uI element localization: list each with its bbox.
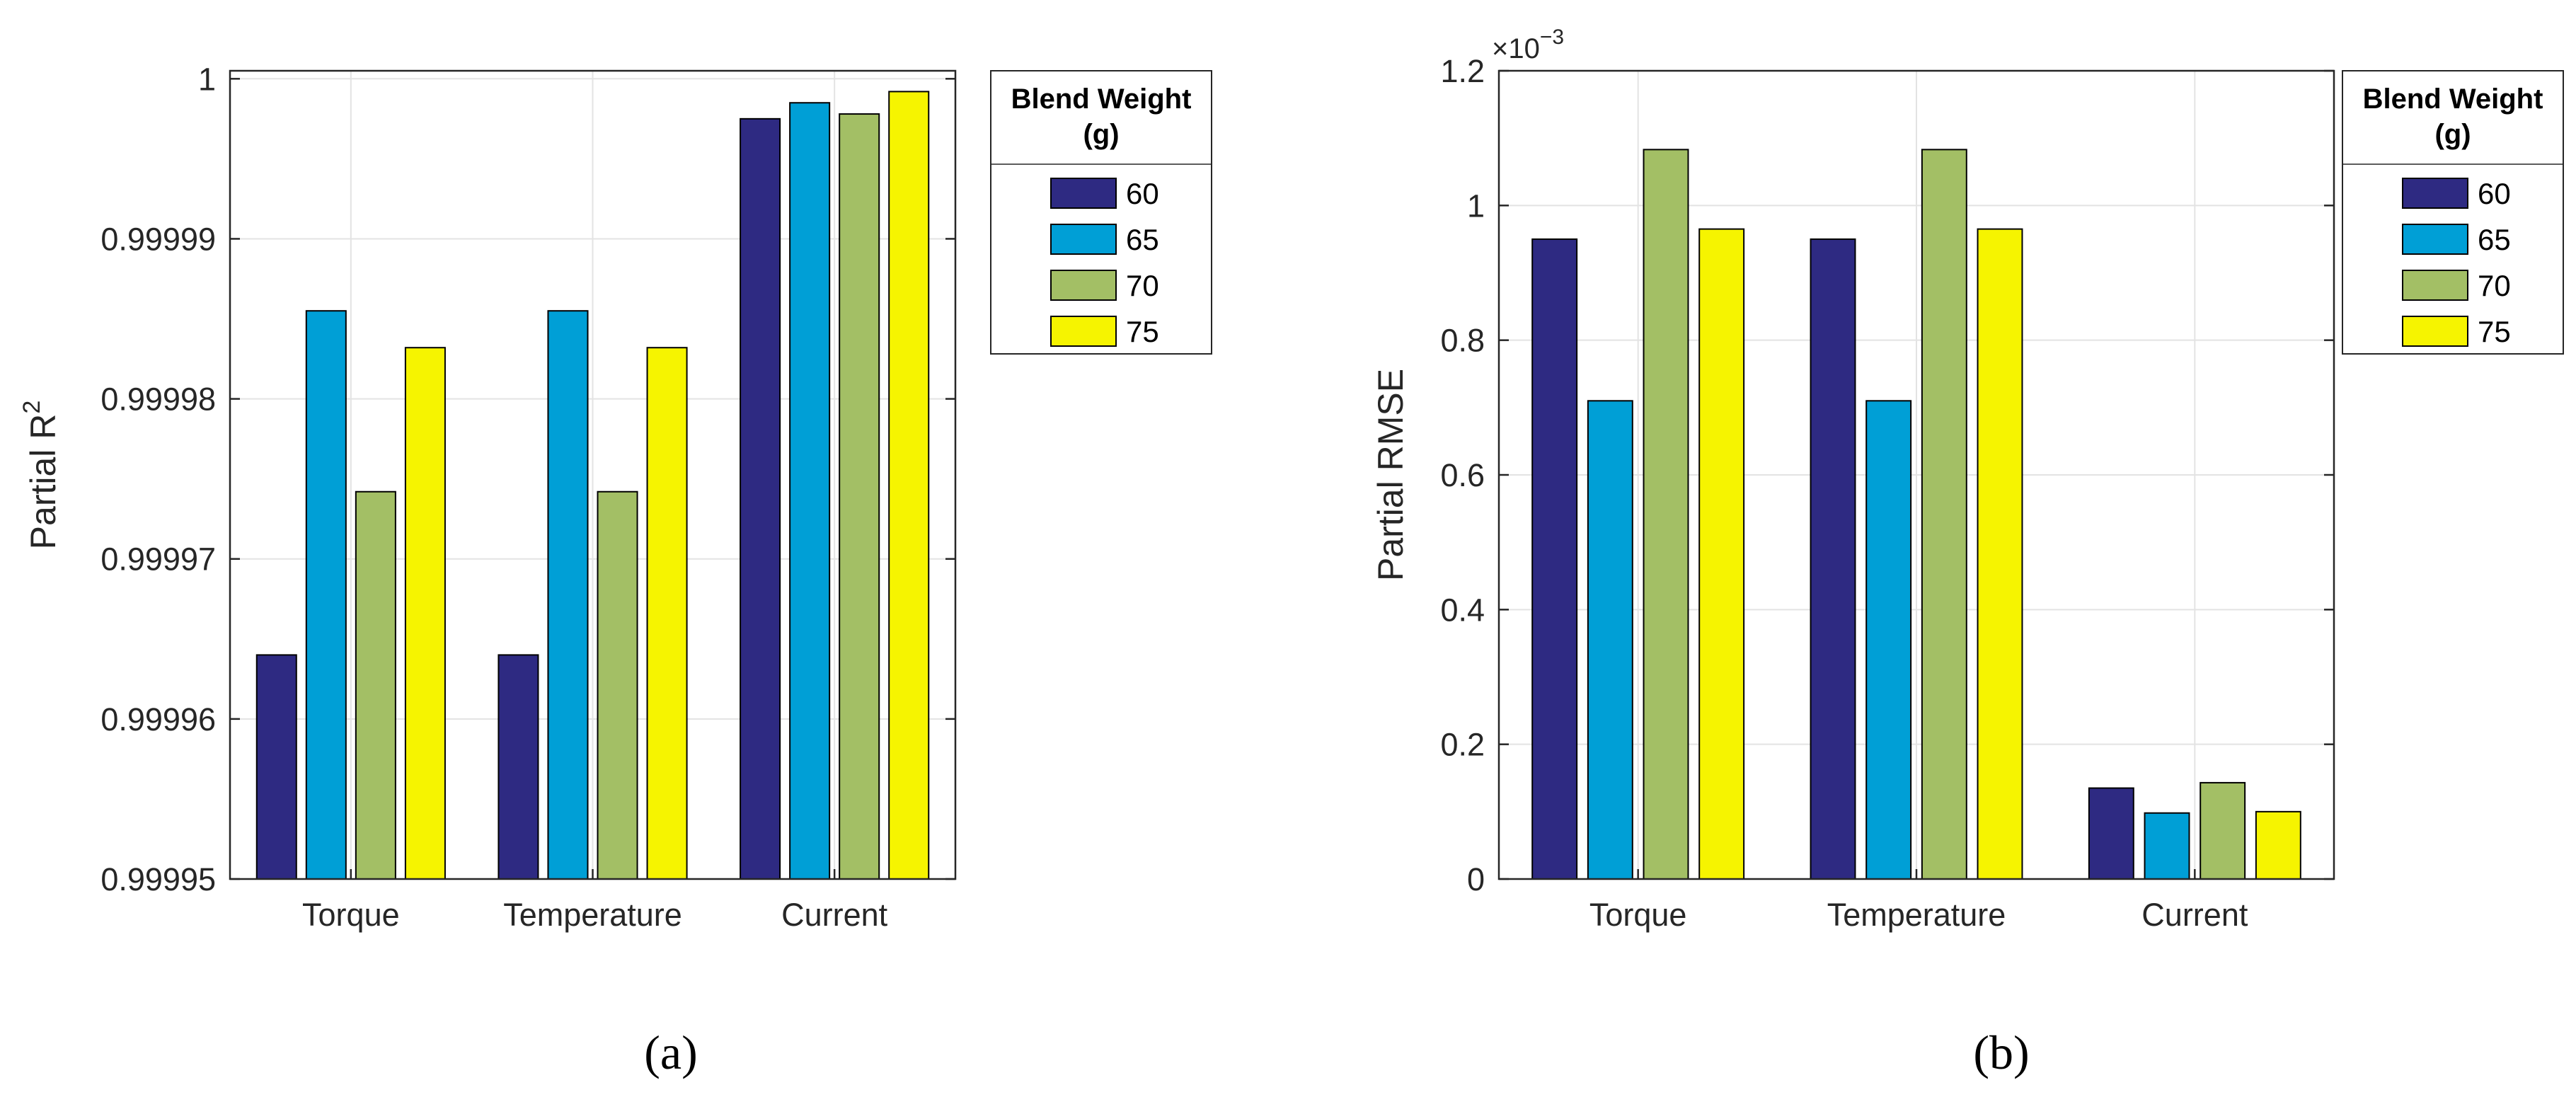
chart-b-y-exponent-power: −3 xyxy=(1540,25,1564,49)
chart-a-legend-swatch-75 xyxy=(1050,316,1117,347)
chart-a-y-tick-label: 0.99998 xyxy=(100,381,216,418)
chart-b-legend: Blend Weight (g) 60 65 70 75 xyxy=(2342,70,2564,355)
chart-b-y-tick-label: 0.2 xyxy=(1440,727,1485,763)
chart-a-legend-swatch-70 xyxy=(1050,270,1117,301)
chart-a-x-ticks: Torque Temperature Current xyxy=(302,869,888,933)
chart-b-legend-title-line1: Blend Weight xyxy=(2363,84,2543,115)
chart-b-bar-temperature-70 xyxy=(1921,149,1967,880)
chart-a-bar-temperature-65 xyxy=(547,310,589,880)
chart-b-legend-label-70: 70 xyxy=(2478,269,2511,302)
chart-b-y-exponent-label: ×10−3 xyxy=(1492,25,1564,64)
chart-a-panel-label: (a) xyxy=(644,1026,697,1079)
chart-a-bar-torque-75 xyxy=(404,347,446,880)
chart-b-legend-swatch-75 xyxy=(2402,316,2468,347)
chart-a-legend-box xyxy=(990,70,1212,355)
chart-a-y-axis-label-superscript: 2 xyxy=(18,401,45,414)
chart-a-legend-label-60: 60 xyxy=(1126,177,1159,210)
chart-a-legend-swatch-65 xyxy=(1050,224,1117,255)
chart-a-bar-temperature-60 xyxy=(498,654,539,880)
chart-a-y-tick-label: 1 xyxy=(198,61,216,97)
chart-b-y-exponent-base: ×10 xyxy=(1492,33,1540,64)
chart-b-bar-current-60 xyxy=(2088,787,2134,880)
chart-b-bar-temperature-75 xyxy=(1977,228,2023,880)
chart-b-x-tick-label: Temperature xyxy=(1827,897,2006,933)
chart-a-legend-label-70: 70 xyxy=(1126,269,1159,302)
chart-b-bar-temperature-60 xyxy=(1810,238,1856,880)
chart-a-legend-title-line1: Blend Weight xyxy=(1011,84,1192,115)
chart-a-gridlines xyxy=(230,71,955,880)
chart-a-bar-torque-60 xyxy=(255,654,297,880)
chart-b-bar-temperature-65 xyxy=(1865,400,1912,880)
chart-a-legend-label-75: 75 xyxy=(1126,315,1159,348)
chart-b-legend-label-65: 65 xyxy=(2478,223,2511,256)
chart-b-y-axis-label: Partial RMSE xyxy=(1371,369,1410,581)
chart-b-legend-swatch-60 xyxy=(2402,178,2468,209)
chart-a-y-axis-label: Partial R2 xyxy=(18,401,63,550)
chart-b-bar-torque-75 xyxy=(1698,228,1745,880)
chart-a-legend-title-line2: (g) xyxy=(1083,119,1119,150)
chart-b-y-tick-label: 1 xyxy=(1467,188,1485,224)
chart-b-legend-title-line2: (g) xyxy=(2434,119,2471,150)
chart-a-y-tick-label: 0.99996 xyxy=(100,701,216,737)
chart-a-bar-temperature-75 xyxy=(646,347,688,880)
chart-b-x-tick-label: Current xyxy=(2141,897,2248,933)
chart-a-y-tick-label: 0.99999 xyxy=(100,221,216,257)
chart-b-legend-box xyxy=(2342,70,2564,355)
chart-b-bar-torque-65 xyxy=(1587,400,1633,880)
chart-a-x-tick-label: Temperature xyxy=(503,897,682,933)
chart-a-bar-temperature-70 xyxy=(597,490,638,880)
chart-b-bar-torque-60 xyxy=(1531,238,1578,880)
chart-b-bar-current-75 xyxy=(2255,810,2301,880)
chart-a-bar-torque-65 xyxy=(305,310,347,880)
chart-a-y-tick-label: 0.99997 xyxy=(100,541,216,578)
chart-b-legend-items: 60 65 70 75 xyxy=(2402,177,2511,348)
chart-a-legend-label-65: 65 xyxy=(1126,223,1159,256)
chart-a-bar-current-75 xyxy=(888,91,930,880)
chart-b-bar-current-65 xyxy=(2144,812,2190,880)
chart-b-gridlines xyxy=(1499,70,2334,880)
chart-b-panel-label: (b) xyxy=(1973,1026,2029,1079)
chart-a-legend-items: 60 65 70 75 xyxy=(1050,177,1159,348)
chart-panel-a: 0.99995 0.99996 0.99997 0.99998 0.99999 1 Tor… xyxy=(18,61,1212,1079)
chart-a-bars xyxy=(255,91,930,880)
chart-b-bars xyxy=(1531,149,2301,880)
chart-b-y-tick-label: 0.4 xyxy=(1440,592,1485,628)
chart-a-y-ticks: 0.99995 0.99996 0.99997 0.99998 0.99999 1 xyxy=(100,61,955,897)
chart-b-y-tick-label: 0.8 xyxy=(1440,323,1485,359)
chart-a-bar-current-70 xyxy=(839,113,880,880)
chart-b-legend-label-75: 75 xyxy=(2478,315,2511,348)
chart-a-legend: Blend Weight (g) 60 65 70 75 xyxy=(990,70,1212,355)
chart-a-bar-current-65 xyxy=(789,102,831,880)
chart-b-y-tick-label: 0.6 xyxy=(1440,457,1485,493)
chart-b-bar-torque-70 xyxy=(1643,149,1689,880)
chart-a-x-tick-label: Current xyxy=(781,897,888,933)
chart-b-legend-swatch-65 xyxy=(2402,224,2468,255)
chart-b-legend-swatch-70 xyxy=(2402,270,2468,301)
chart-b-bar-current-70 xyxy=(2200,781,2246,880)
chart-b-legend-label-60: 60 xyxy=(2478,177,2511,210)
chart-a-legend-swatch-60 xyxy=(1050,178,1117,209)
chart-b-y-tick-label: 1.2 xyxy=(1440,53,1485,89)
chart-b-x-tick-label: Torque xyxy=(1589,897,1687,933)
chart-panel-b: 0 0.2 0.4 0.6 0.8 1 1.2 Torque Temperature Curre… xyxy=(1371,25,2564,1079)
chart-b-y-ticks: 0 0.2 0.4 0.6 0.8 1 1.2 xyxy=(1440,53,2334,897)
chart-a-bar-torque-70 xyxy=(355,490,396,880)
chart-a-x-tick-label: Torque xyxy=(302,897,400,933)
chart-b-y-tick-label: 0 xyxy=(1467,861,1485,897)
chart-b-x-ticks: Torque Temperature Current xyxy=(1589,869,2248,933)
chart-a-bar-current-60 xyxy=(740,117,781,880)
chart-a-y-axis-label-main: Partial R xyxy=(23,414,63,550)
chart-a-y-tick-label: 0.99995 xyxy=(100,861,216,897)
